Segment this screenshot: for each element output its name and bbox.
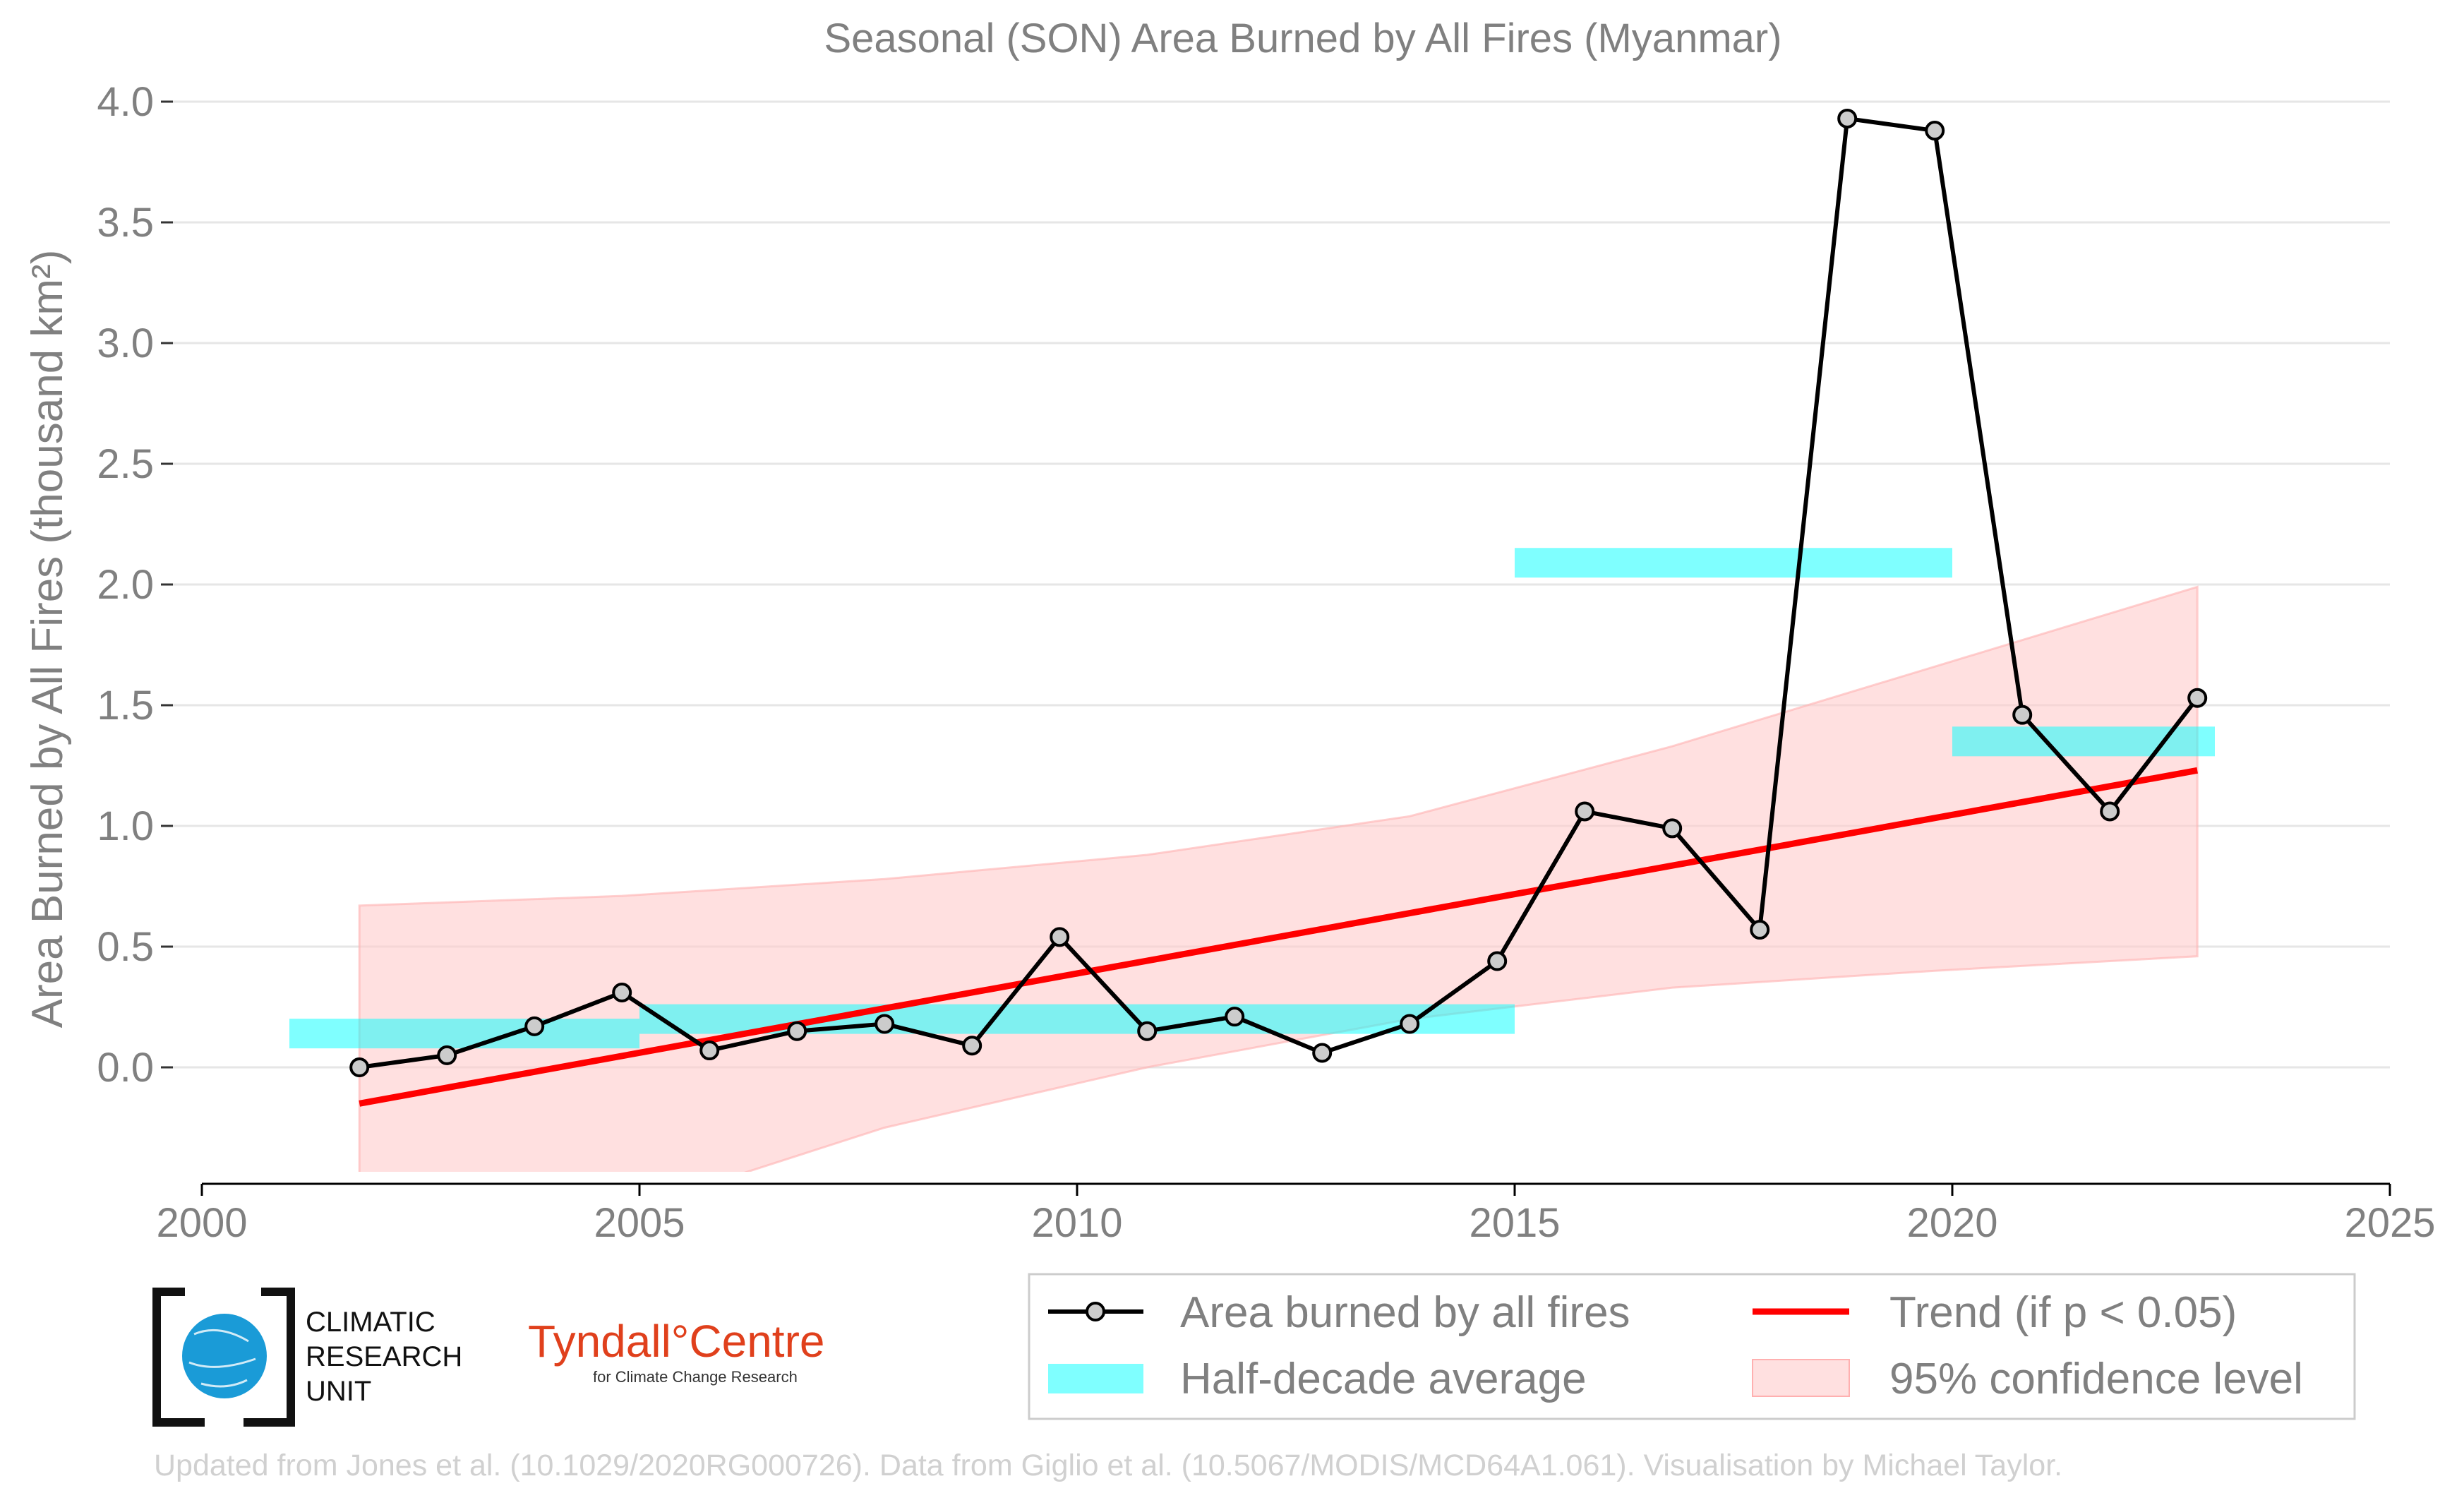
- data-point: [1837, 108, 1858, 128]
- plot-area: [289, 108, 2215, 1172]
- data-point: [437, 1045, 457, 1065]
- y-tick-label: 0.0: [97, 1045, 154, 1091]
- cru-text-1: CLIMATIC: [306, 1307, 435, 1338]
- credit-text: Updated from Jones et al. (10.1029/2020R…: [154, 1449, 2062, 1482]
- legend-box: [1028, 1273, 2356, 1420]
- data-point: [1400, 1014, 1420, 1034]
- data-point: [1662, 818, 1683, 839]
- tyndall-name: Tyndall°Centre: [528, 1316, 824, 1367]
- x-tick-label: 2000: [156, 1200, 247, 1246]
- y-axis-label: Area Burned by All Fires (thousand km²): [23, 250, 72, 1029]
- y-tick-label: 2.5: [97, 441, 154, 487]
- y-tick-label: 3.5: [97, 200, 154, 246]
- data-point: [1925, 121, 1945, 141]
- y-tick-label: 2.0: [97, 562, 154, 608]
- series-line: [359, 116, 2199, 1069]
- data-point: [2012, 704, 2033, 725]
- data-point: [962, 1036, 982, 1056]
- legend-halfdecade-swatch: [1048, 1364, 1143, 1393]
- x-tick-label: 2015: [1469, 1200, 1560, 1246]
- data-point: [1050, 927, 1070, 947]
- data-point: [349, 1057, 370, 1077]
- legend-label-trend: Trend (if p < 0.05): [1889, 1288, 2237, 1337]
- x-tick-label: 2005: [594, 1200, 685, 1246]
- tyndall-logo: Tyndall°Centre for Climate Change Resear…: [528, 1316, 824, 1386]
- data-point: [1225, 1007, 1245, 1027]
- y-tick-label: 1.0: [97, 803, 154, 849]
- data-point: [2187, 688, 2208, 708]
- x-tick-label: 2025: [2344, 1200, 2435, 1246]
- legend-label-ci: 95% confidence level: [1889, 1355, 2303, 1403]
- cru-text-2: RESEARCH: [306, 1341, 462, 1372]
- globe-contour: [188, 1329, 256, 1388]
- globe-icon: [182, 1314, 267, 1398]
- legend-marker-swatch: [1086, 1302, 1105, 1321]
- data-point: [1137, 1021, 1158, 1041]
- y-tick-label: 1.5: [97, 683, 154, 728]
- data-point: [1750, 920, 1770, 940]
- half-decade-bar: [1952, 726, 2215, 757]
- series-points: [349, 108, 2208, 1077]
- half-decade-bar: [1515, 548, 1952, 578]
- cru-bracket-left: [152, 1288, 205, 1427]
- cru-logo: CLIMATIC RESEARCH UNIT: [152, 1288, 462, 1427]
- y-tick-label: 3.0: [97, 320, 154, 366]
- legend-label-series: Area burned by all fires: [1180, 1288, 1630, 1337]
- cru-text-3: UNIT: [306, 1376, 371, 1407]
- data-point: [1312, 1043, 1333, 1063]
- data-point: [1575, 801, 1595, 822]
- y-axis-ticks: 0.0 0.5 1.0 1.5 2.0 2.5 3.0 3.5 4.0: [97, 79, 173, 1091]
- x-tick-label: 2010: [1031, 1200, 1122, 1246]
- half-decade-bar: [289, 1019, 639, 1049]
- legend-ci-swatch: [1752, 1359, 1850, 1397]
- tyndall-subtitle: for Climate Change Research: [593, 1368, 798, 1386]
- y-tick-label: 0.5: [97, 924, 154, 970]
- data-point: [699, 1041, 720, 1061]
- x-axis-ticks: 2000 2005 2010 2015 2020 2025: [156, 1184, 2436, 1246]
- data-point: [524, 1016, 545, 1036]
- x-tick-label: 2020: [1906, 1200, 1997, 1246]
- y-tick-label: 4.0: [97, 79, 154, 125]
- cru-bracket-right: [244, 1288, 295, 1427]
- trend-line: [359, 767, 2199, 1107]
- legend: Area burned by all fires Trend (if p < 0…: [1028, 1273, 2356, 1420]
- chart-title: Seasonal (SON) Area Burned by All Fires …: [824, 16, 1781, 61]
- data-point: [1487, 951, 1508, 971]
- data-point: [612, 982, 632, 1002]
- data-point: [875, 1014, 895, 1034]
- data-point: [2100, 801, 2120, 822]
- confidence-band: [358, 585, 2199, 1172]
- data-point: [787, 1021, 807, 1041]
- legend-label-halfdecade: Half-decade average: [1180, 1355, 1587, 1403]
